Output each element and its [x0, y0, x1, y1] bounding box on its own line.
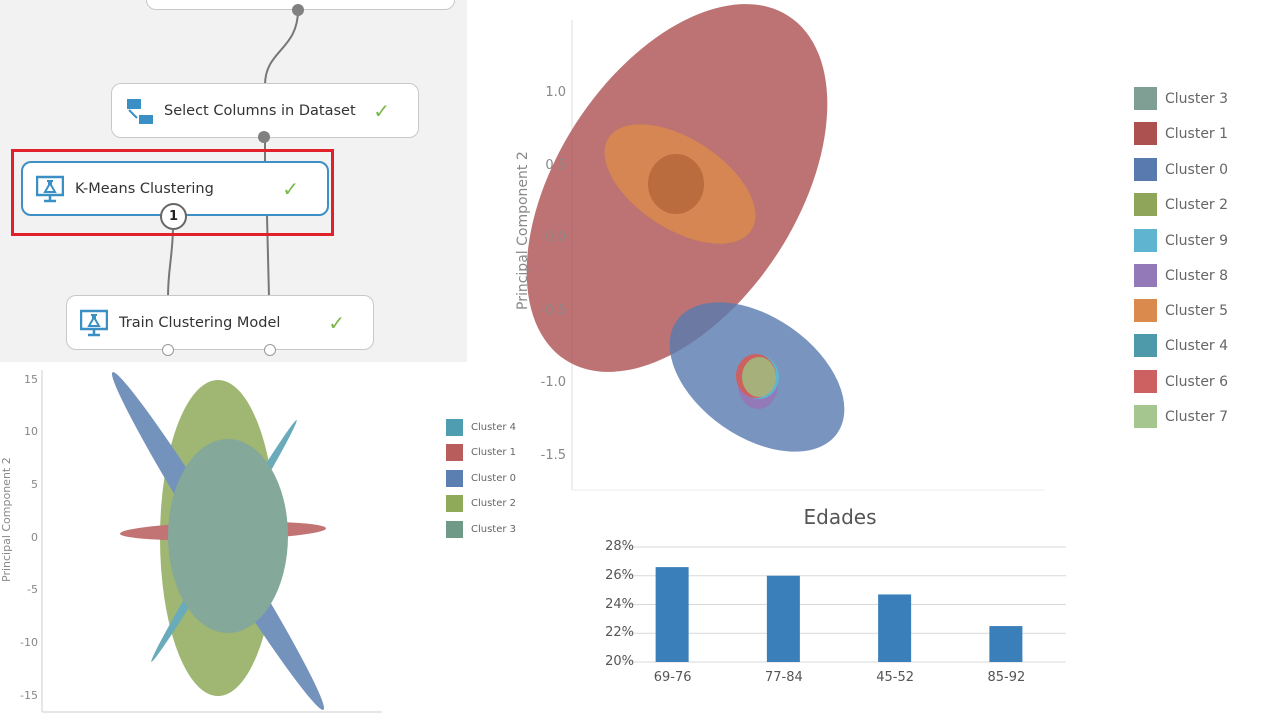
y-tick: 10	[24, 425, 38, 438]
chart-title: Edades	[803, 505, 877, 529]
check-icon: ✓	[373, 98, 390, 123]
legend-item[interactable]: Cluster 3	[1134, 87, 1228, 110]
y-tick: 0	[31, 531, 38, 544]
cluster-plot-small	[41, 370, 382, 713]
y-tick: -5	[27, 583, 38, 596]
legend-item[interactable]: Cluster 2	[446, 495, 516, 512]
legend-swatch	[446, 444, 463, 461]
legend-item[interactable]: Cluster 0	[446, 470, 516, 487]
y-tick: 26%	[605, 567, 634, 583]
x-tick: 85-92	[987, 670, 1026, 685]
output-port[interactable]	[292, 4, 304, 16]
legend-item[interactable]: Cluster 4	[446, 419, 516, 436]
legend-label: Cluster 2	[471, 498, 517, 509]
y-tick: -1.0	[540, 375, 566, 390]
legend-swatch	[1134, 193, 1157, 216]
legend-swatch	[1134, 264, 1157, 287]
node-select-columns[interactable]: Select Columns in Dataset ✓	[111, 83, 419, 138]
y-tick: 20%	[605, 654, 634, 669]
bar-77-84	[766, 575, 800, 662]
legend-item[interactable]: Cluster 5	[1134, 299, 1228, 322]
legend-label: Cluster 3	[1165, 90, 1229, 107]
legend-label: Cluster 2	[1165, 196, 1229, 213]
bar-85-92	[989, 626, 1023, 662]
legend-item[interactable]: Cluster 6	[1134, 370, 1228, 393]
cluster-3-ellipse	[648, 154, 704, 214]
legend-item[interactable]: Cluster 1	[1134, 122, 1228, 145]
legend-swatch	[1134, 405, 1157, 428]
legend-label: Cluster 7	[1165, 408, 1229, 425]
y-tick: -10	[20, 636, 38, 649]
legend-label: Cluster 5	[1165, 302, 1229, 319]
legend-item[interactable]: Cluster 4	[1134, 334, 1228, 357]
y-tick: -15	[20, 689, 38, 702]
flask-monitor-icon	[79, 309, 109, 337]
legend-swatch	[446, 521, 463, 538]
input-port[interactable]	[162, 344, 174, 356]
y-tick: 15	[24, 373, 38, 386]
y-axis-label: Principal Component 2	[0, 457, 13, 582]
y-axis-label: Principal Component 2	[515, 151, 531, 310]
legend-item[interactable]: Cluster 2	[1134, 193, 1228, 216]
legend-label: Cluster 4	[1165, 337, 1229, 354]
x-tick: 69-76	[653, 670, 692, 685]
bar-45-52	[878, 594, 912, 662]
check-icon: ✓	[328, 310, 345, 335]
legend-item[interactable]: Cluster 3	[446, 521, 516, 538]
legend-label: Cluster 3	[471, 524, 517, 535]
legend-swatch	[446, 419, 463, 436]
legend-label: Cluster 1	[1165, 125, 1229, 142]
node-label: K-Means Clustering	[75, 180, 214, 197]
workflow-canvas: Select Columns in Dataset ✓ K-Means Clus…	[0, 0, 467, 362]
legend-item[interactable]: Cluster 0	[1134, 158, 1228, 181]
legend-item[interactable]: Cluster 1	[446, 444, 516, 461]
node-train-clustering-model[interactable]: Train Clustering Model ✓	[66, 295, 374, 350]
bar-69-76	[655, 567, 689, 662]
legend-label: Cluster 9	[1165, 232, 1229, 249]
legend-swatch	[1134, 299, 1157, 322]
legend-label: Cluster 4	[471, 422, 517, 433]
select-columns-icon	[124, 98, 154, 124]
legend-swatch	[1134, 87, 1157, 110]
cluster-2-ellipse	[742, 357, 776, 397]
legend-label: Cluster 0	[471, 473, 517, 484]
output-port-badge[interactable]: 1	[160, 203, 187, 230]
legend-label: Cluster 1	[471, 447, 517, 458]
legend-swatch	[1134, 122, 1157, 145]
legend-item[interactable]: Cluster 7	[1134, 405, 1228, 428]
y-tick: 0.0	[545, 230, 566, 245]
check-icon: ✓	[282, 176, 299, 201]
y-tick: 22%	[605, 625, 634, 641]
legend-swatch	[1134, 229, 1157, 252]
y-tick: 28%	[605, 539, 634, 554]
output-port[interactable]	[258, 131, 270, 143]
legend-swatch	[1134, 334, 1157, 357]
input-port[interactable]	[264, 344, 276, 356]
y-tick: -0.5	[540, 303, 566, 318]
legend-item[interactable]: Cluster 9	[1134, 229, 1228, 252]
y-tick: 0.5	[545, 158, 566, 173]
legend-swatch	[446, 495, 463, 512]
legend-label: Cluster 0	[1165, 161, 1229, 178]
legend-swatch	[446, 470, 463, 487]
y-tick: 1.0	[545, 85, 566, 100]
legend-item[interactable]: Cluster 8	[1134, 264, 1228, 287]
legend-swatch	[1134, 370, 1157, 393]
legend-swatch	[1134, 158, 1157, 181]
flask-monitor-icon	[35, 175, 65, 203]
y-tick: -1.5	[540, 448, 566, 463]
legend-label: Cluster 6	[1165, 373, 1229, 390]
x-tick: 77-84	[764, 670, 803, 685]
node-label: Select Columns in Dataset	[164, 102, 356, 119]
highlight-box	[11, 149, 334, 236]
x-tick: 45-52	[876, 670, 915, 685]
y-tick: 5	[31, 478, 38, 491]
node-label: Train Clustering Model	[119, 314, 281, 331]
legend-label: Cluster 8	[1165, 267, 1229, 284]
y-tick: 24%	[605, 596, 634, 612]
cluster-plot-large	[526, 4, 1045, 491]
cluster-3-ellipse	[168, 439, 288, 633]
